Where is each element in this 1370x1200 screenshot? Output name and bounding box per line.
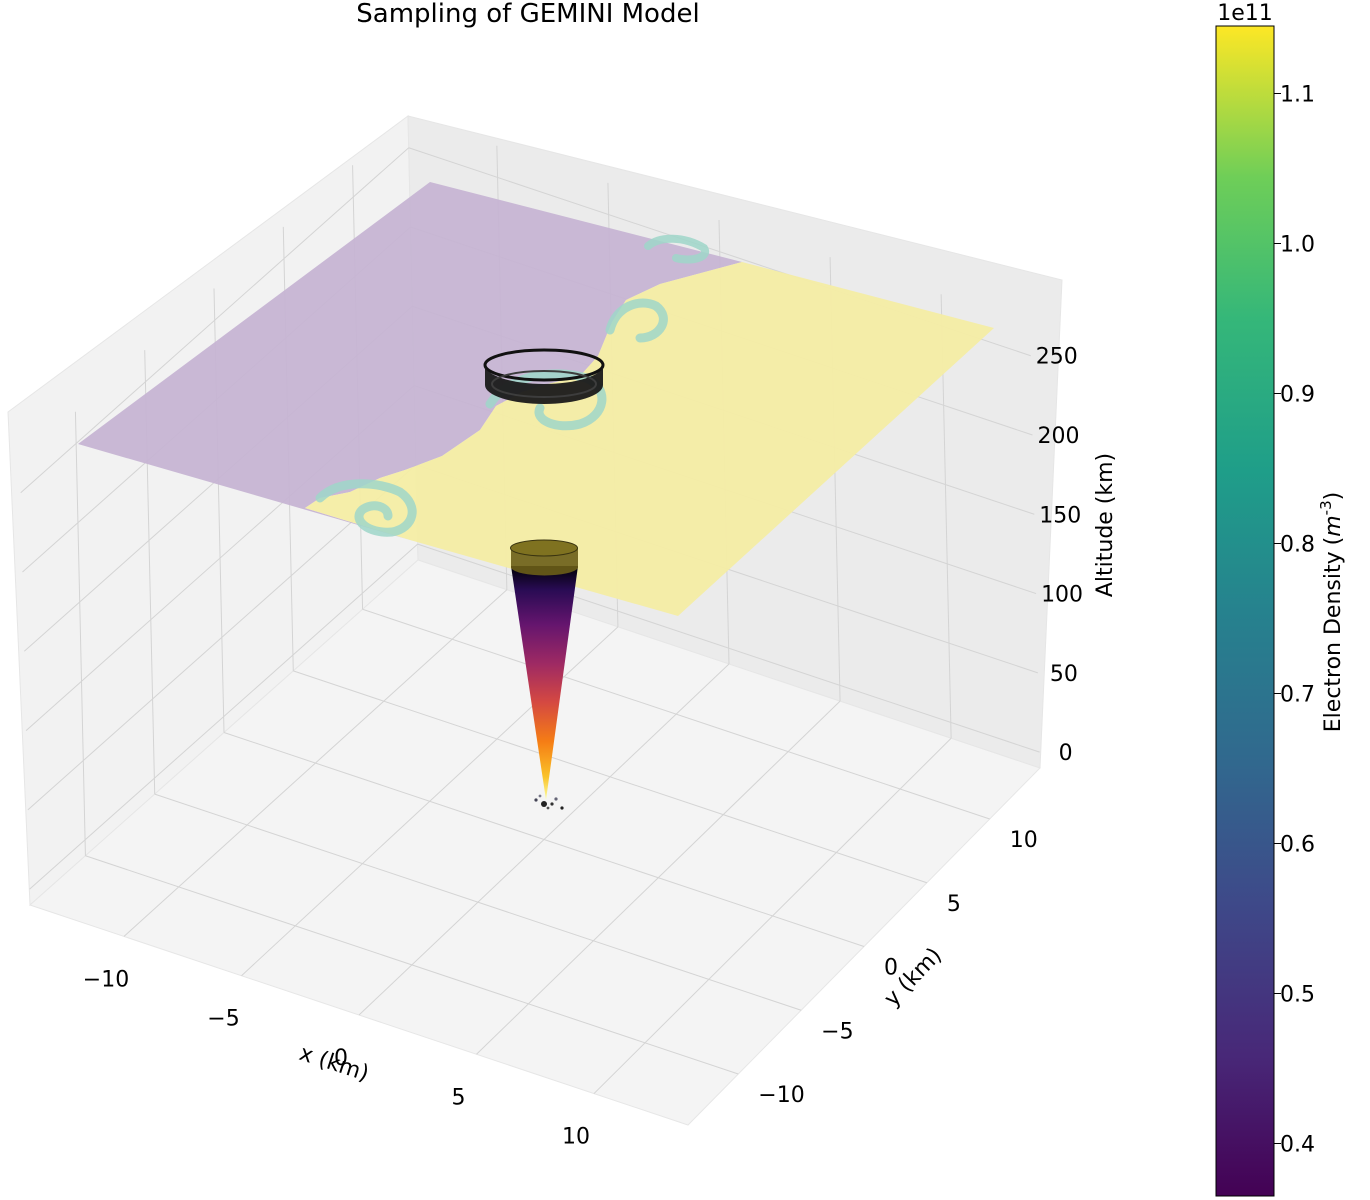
slice-low-region (78, 182, 742, 540)
y-tick-label: −10 (758, 1083, 804, 1108)
z-tick-label: 0 (1059, 741, 1073, 766)
colorbar-offset-text: 1e11 (1217, 1, 1273, 26)
colorbar: 1e11 0.4 0.5 0.6 0.7 0.8 0.9 1.0 1.1 Electron D… (1215, 1, 1346, 1197)
ground-point (546, 806, 550, 810)
colorbar-label-paren-close: ) (1321, 492, 1346, 501)
z-grid-line-left (29, 543, 418, 890)
ground-point (550, 802, 554, 806)
chart-title: Sampling of GEMINI Model (356, 0, 699, 29)
y-tick-label: 0 (884, 956, 898, 981)
y-tick-label: 5 (947, 892, 961, 917)
density-slice (78, 182, 994, 616)
z-tick-label: 150 (1039, 503, 1081, 528)
y-tick-label: −5 (821, 1019, 853, 1044)
sampling-cone (510, 539, 578, 800)
colorbar-tick-label: 0.9 (1280, 383, 1315, 408)
colorbar-tick-label: 0.8 (1280, 533, 1315, 558)
y-grid-line (154, 793, 802, 1011)
ground-point (538, 794, 542, 798)
ground-points (534, 794, 564, 810)
z-tick-label: 200 (1038, 424, 1080, 449)
cone-top (510, 539, 578, 557)
ground-point (560, 806, 564, 810)
slice-high-region (305, 262, 994, 616)
colorbar-unit: m (1321, 515, 1346, 536)
y-wall-grid-line (74, 411, 86, 856)
y-grid-line (362, 608, 990, 820)
colorbar-tick-label: 0.7 (1280, 683, 1315, 708)
colorbar-label-paren-open: ( (1321, 537, 1346, 546)
swirl-3 (605, 298, 668, 343)
y-grid-line (85, 855, 739, 1075)
ground-point (554, 797, 558, 801)
colorbar-tick-label: 0.6 (1280, 833, 1315, 858)
x-tick-label: 0 (334, 1046, 348, 1071)
x-tick-label: 10 (562, 1125, 590, 1150)
z-tick-label: 50 (1050, 662, 1078, 687)
colorbar-tick-label: 0.4 (1280, 1133, 1315, 1158)
z-tick-label: 250 (1036, 345, 1078, 370)
ring-inner (491, 370, 597, 398)
colorbar-tick-label: 0.5 (1280, 983, 1315, 1008)
colorbar-ticks: 0.4 0.5 0.6 0.7 0.8 0.9 1.0 1.1 (1274, 83, 1315, 1158)
ground-point (541, 801, 547, 807)
colorbar-bar (1215, 25, 1275, 1197)
x-tick-label: 5 (452, 1085, 466, 1110)
y-tick-label: 10 (1010, 828, 1038, 853)
x-tick-label: −5 (207, 1007, 239, 1032)
cone-body (511, 566, 578, 800)
density-swirls (315, 234, 709, 537)
z-tick-label: 100 (1041, 583, 1083, 608)
floor-pane (29, 559, 1041, 1126)
colorbar-unit-exponent: -3 (1317, 500, 1335, 515)
colorbar-label-text: Electron Density (1321, 551, 1346, 732)
ground-point (534, 798, 538, 802)
colorbar-tick-label: 1.1 (1280, 83, 1315, 108)
x-tick-label: −10 (83, 967, 129, 992)
z-grid-line-left (20, 147, 410, 494)
y-grid-line (223, 732, 865, 947)
z-axis-label: Altitude (km) (1093, 453, 1118, 597)
colorbar-tick-label: 1.0 (1280, 233, 1315, 258)
swirl-4 (644, 234, 709, 264)
colorbar-label: Electron Density (m-3) (1317, 492, 1346, 732)
sampling-ring (483, 348, 605, 404)
swirl-1 (315, 479, 417, 537)
y-grid-line (293, 670, 928, 884)
